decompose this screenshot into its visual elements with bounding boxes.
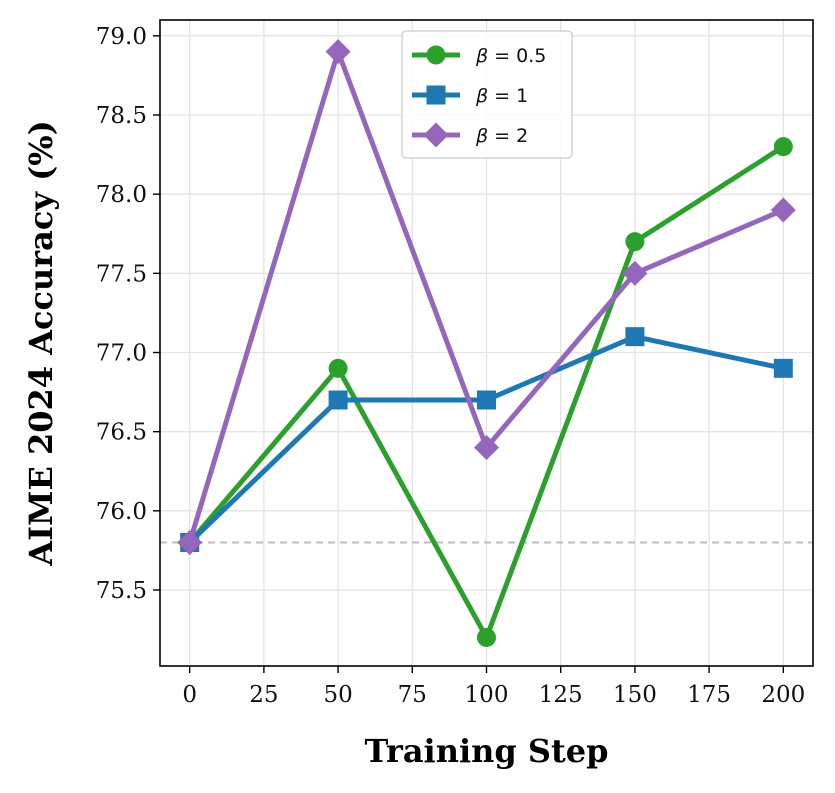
data-point [770, 197, 796, 223]
y-tick-label: 76.5 [96, 420, 147, 446]
x-tick-label: 75 [398, 682, 427, 708]
y-tick-label: 79.0 [96, 24, 147, 50]
legend-box [401, 30, 573, 159]
x-tick-label: 150 [613, 682, 657, 708]
data-point [773, 137, 793, 157]
legend-marker [423, 122, 449, 148]
data-point [622, 260, 648, 286]
data-point [477, 390, 496, 410]
x-tick-label: 200 [761, 682, 805, 708]
data-point [625, 232, 645, 252]
y-tick-label: 76.0 [96, 499, 147, 525]
legend-marker [426, 45, 446, 65]
legend-label: β = 1 [475, 85, 528, 107]
legend-item: β = 1 [412, 85, 528, 107]
legend-marker [426, 85, 446, 105]
x-axis-title: Training Step [364, 732, 608, 770]
legend-label: β = 2 [475, 125, 528, 147]
legend-label: β = 0.5 [475, 45, 546, 67]
data-point [477, 628, 496, 647]
data-point [328, 358, 348, 378]
legend-item: β = 2 [412, 122, 528, 148]
x-tick-label: 175 [687, 682, 731, 708]
y-tick-label: 77.5 [96, 261, 147, 287]
data-point [773, 358, 793, 378]
x-tick-label: 100 [465, 682, 509, 708]
y-axis-title: AIME 2024 Accuracy (%) [22, 120, 60, 567]
data-point [625, 327, 645, 347]
data-point [328, 390, 348, 410]
x-tick-label: 50 [323, 682, 352, 708]
x-tick-label: 25 [249, 682, 278, 708]
data-point [177, 530, 203, 555]
axis-ticks: 0 25 50 75 100 125 150 175 200 75.5 76.0 76.5 77.0 77… [96, 24, 805, 708]
x-tick-label: 0 [182, 682, 197, 708]
data-point [474, 435, 499, 460]
series [177, 39, 796, 555]
legend-item: β = 0.5 [412, 45, 546, 67]
series-layer [177, 39, 796, 647]
legend: β = 0.5 β = 1 β = 2 [401, 30, 573, 159]
data-point [325, 39, 351, 65]
x-tick-label: 125 [539, 682, 583, 708]
y-tick-label: 77.0 [96, 341, 147, 367]
y-tick-label: 75.5 [96, 578, 147, 604]
y-tick-label: 78.5 [96, 103, 147, 129]
y-tick-label: 78.0 [96, 182, 147, 208]
